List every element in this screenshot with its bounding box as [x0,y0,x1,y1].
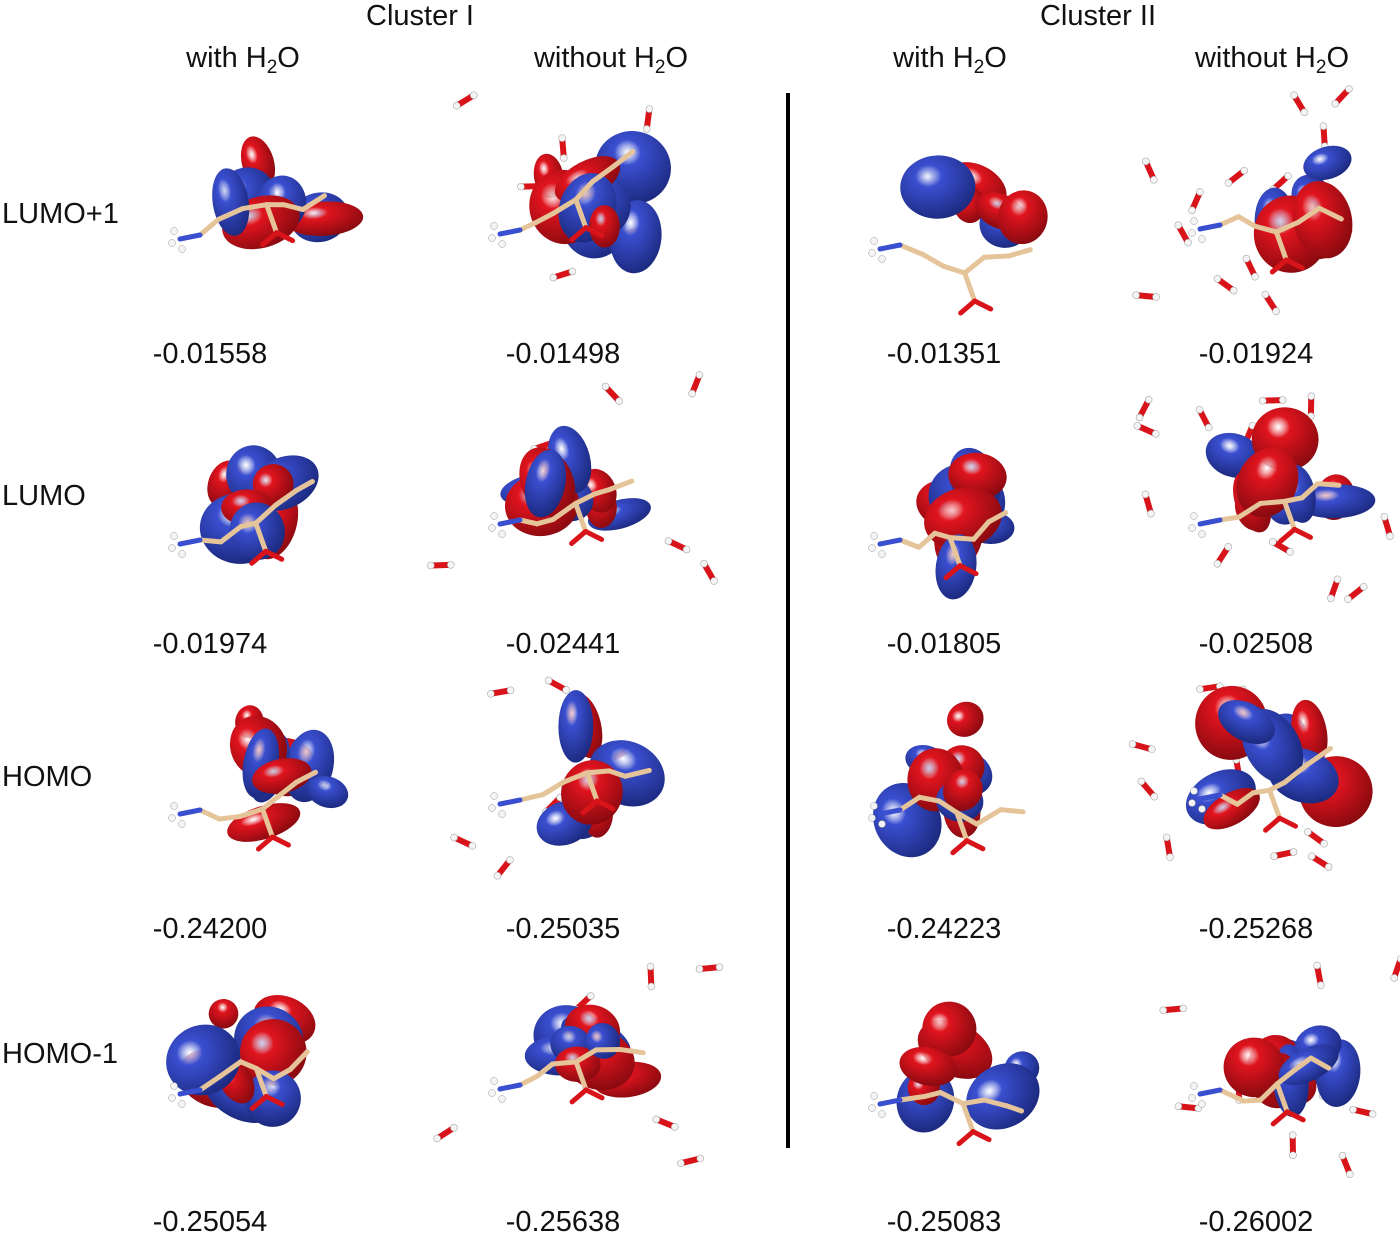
orbital-image [1130,75,1400,315]
water-molecule [1141,157,1158,185]
water-molecule [1213,542,1234,568]
water-molecule [643,105,653,133]
row-label-lumo-plus-1: LUMO+1 [2,200,119,229]
column-header: with H2O [186,44,300,73]
water-molecule [452,90,479,110]
orbital-image [110,660,410,900]
water-molecule [427,561,454,569]
water-molecule [549,267,577,282]
orbital-image [430,935,730,1175]
water-molecule [1289,1132,1296,1159]
water-molecule [1313,961,1325,989]
cluster-divider [786,93,790,1148]
water-molecule [450,833,477,851]
water-molecule [558,134,567,161]
row-label-lumo: LUMO [2,482,86,511]
water-molecule [1270,848,1298,861]
cluster-2-title: Cluster II [1040,2,1156,31]
energy-value: -0.01974 [153,630,268,659]
water-molecule [487,686,515,698]
water-molecule [647,963,655,990]
water-molecule [1141,490,1155,518]
water-molecule [1390,955,1400,983]
row-label-homo: HOMO [2,763,92,792]
water-molecule [1195,405,1214,432]
orbital-image [810,950,1110,1190]
water-molecule [1380,513,1394,541]
water-molecule [544,676,571,695]
water-molecule [1307,851,1334,871]
energy-value: -0.01805 [887,630,1002,659]
water-molecule [1224,166,1250,188]
water-molecule [664,536,691,554]
energy-value: -0.24223 [887,915,1002,944]
orbital-image [1130,940,1400,1180]
water-molecule [1159,1005,1187,1014]
water-molecule [1343,582,1369,604]
water-molecule [1133,421,1161,438]
water-molecule [1163,833,1174,861]
water-molecule [1175,1102,1203,1112]
water-molecule [1260,290,1281,316]
water-molecule [1132,291,1160,300]
water-molecule [1259,396,1286,404]
column-header: with H2O [893,44,1007,73]
water-molecule [1320,123,1329,150]
water-molecule [1187,187,1204,215]
water-molecule [1307,393,1315,420]
orbital-image [1130,370,1400,610]
water-molecule [1128,740,1156,754]
orbital-image [110,940,410,1180]
water-molecule [688,370,704,398]
column-header: without H2O [1195,44,1349,73]
energy-value: -0.01558 [153,340,268,369]
row-label-homo-minus-1: HOMO-1 [2,1040,118,1069]
water-molecule [1289,90,1309,117]
orbital-image [810,660,1110,900]
orbital-image [810,95,1110,335]
orbital-image [810,390,1110,630]
water-molecule [1303,827,1329,849]
orbital-image [110,390,410,630]
water-molecule [1242,254,1260,281]
energy-value: -0.01351 [887,340,1002,369]
energy-value: -0.01924 [1199,340,1314,369]
water-molecule [1330,84,1353,109]
energy-value: -0.26002 [1199,1208,1314,1237]
cluster-1-title: Cluster I [366,2,474,31]
orbital-image [430,650,730,890]
water-molecule [1135,395,1154,422]
energy-value: -0.25638 [506,1208,621,1237]
water-molecule [1326,575,1342,603]
water-molecule [652,1115,680,1132]
water-molecule [696,963,724,973]
energy-value: -0.25083 [887,1208,1002,1237]
water-molecule [493,855,515,881]
water-molecule [1213,274,1239,295]
water-molecule [1338,1151,1355,1179]
energy-value: -0.25054 [153,1208,268,1237]
column-header: without H2O [534,44,688,73]
orbital-image [430,370,730,610]
water-molecule [601,382,625,407]
water-molecule [677,1154,705,1167]
water-molecule [432,1123,459,1143]
water-molecule [699,559,718,586]
water-molecule [1136,776,1159,801]
orbital-image [110,85,410,325]
water-molecule [1349,1105,1377,1118]
energy-value: -0.01498 [506,340,621,369]
orbital-image [430,80,730,320]
orbital-image [1130,645,1400,885]
